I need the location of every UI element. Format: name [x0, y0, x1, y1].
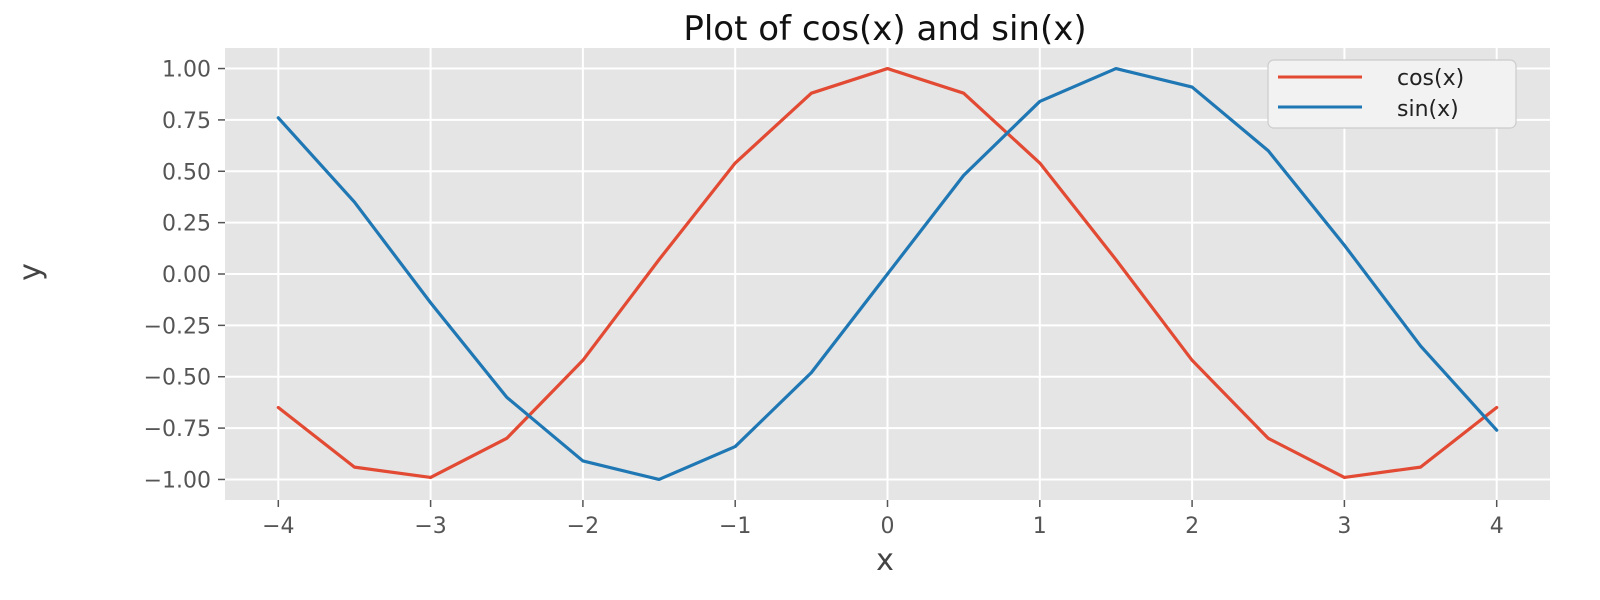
- legend: cos(x) sin(x): [1267, 59, 1517, 129]
- series-lines: [276, 66, 1499, 482]
- legend-box: [1267, 59, 1517, 129]
- x-tick-label: 0: [881, 514, 895, 539]
- y-tick-label: −0.50: [144, 366, 211, 391]
- x-tick-label: 2: [1185, 514, 1199, 539]
- y-tick-label: −1.00: [144, 468, 211, 493]
- y-axis-ticks: 1.00 0.75 0.50 0.25 0.00 −0.25 −0.50 −0.75 −1.00: [144, 58, 225, 493]
- legend-cos-label: cos(x): [1397, 66, 1464, 91]
- x-tick-label: 3: [1337, 514, 1351, 539]
- x-axis-ticks: −4 −3 −2 −1 0 1 2 3 4: [262, 500, 1504, 539]
- x-tick-label: 1: [1033, 514, 1047, 539]
- y-tick-label: 1.00: [162, 58, 211, 83]
- chart-title: Plot of cos(x) and sin(x): [683, 9, 1086, 49]
- x-tick-label: 4: [1490, 514, 1504, 539]
- x-tick-label: −2: [567, 514, 599, 539]
- y-tick-label: 0.75: [162, 109, 211, 134]
- x-tick-label: −1: [719, 514, 751, 539]
- y-tick-label: −0.75: [144, 417, 211, 442]
- x-tick-label: −3: [414, 514, 446, 539]
- y-axis-label: y: [13, 263, 48, 281]
- y-tick-label: −0.25: [144, 314, 211, 339]
- y-tick-label: 0.50: [162, 160, 211, 185]
- legend-sin-label: sin(x): [1397, 97, 1459, 122]
- x-tick-label: −4: [262, 514, 294, 539]
- y-tick-label: 0.00: [162, 263, 211, 288]
- y-tick-label: 0.25: [162, 212, 211, 237]
- sin-series-line: [276, 66, 1499, 482]
- cos-series-line: [276, 66, 1499, 479]
- x-axis-label: x: [876, 543, 894, 578]
